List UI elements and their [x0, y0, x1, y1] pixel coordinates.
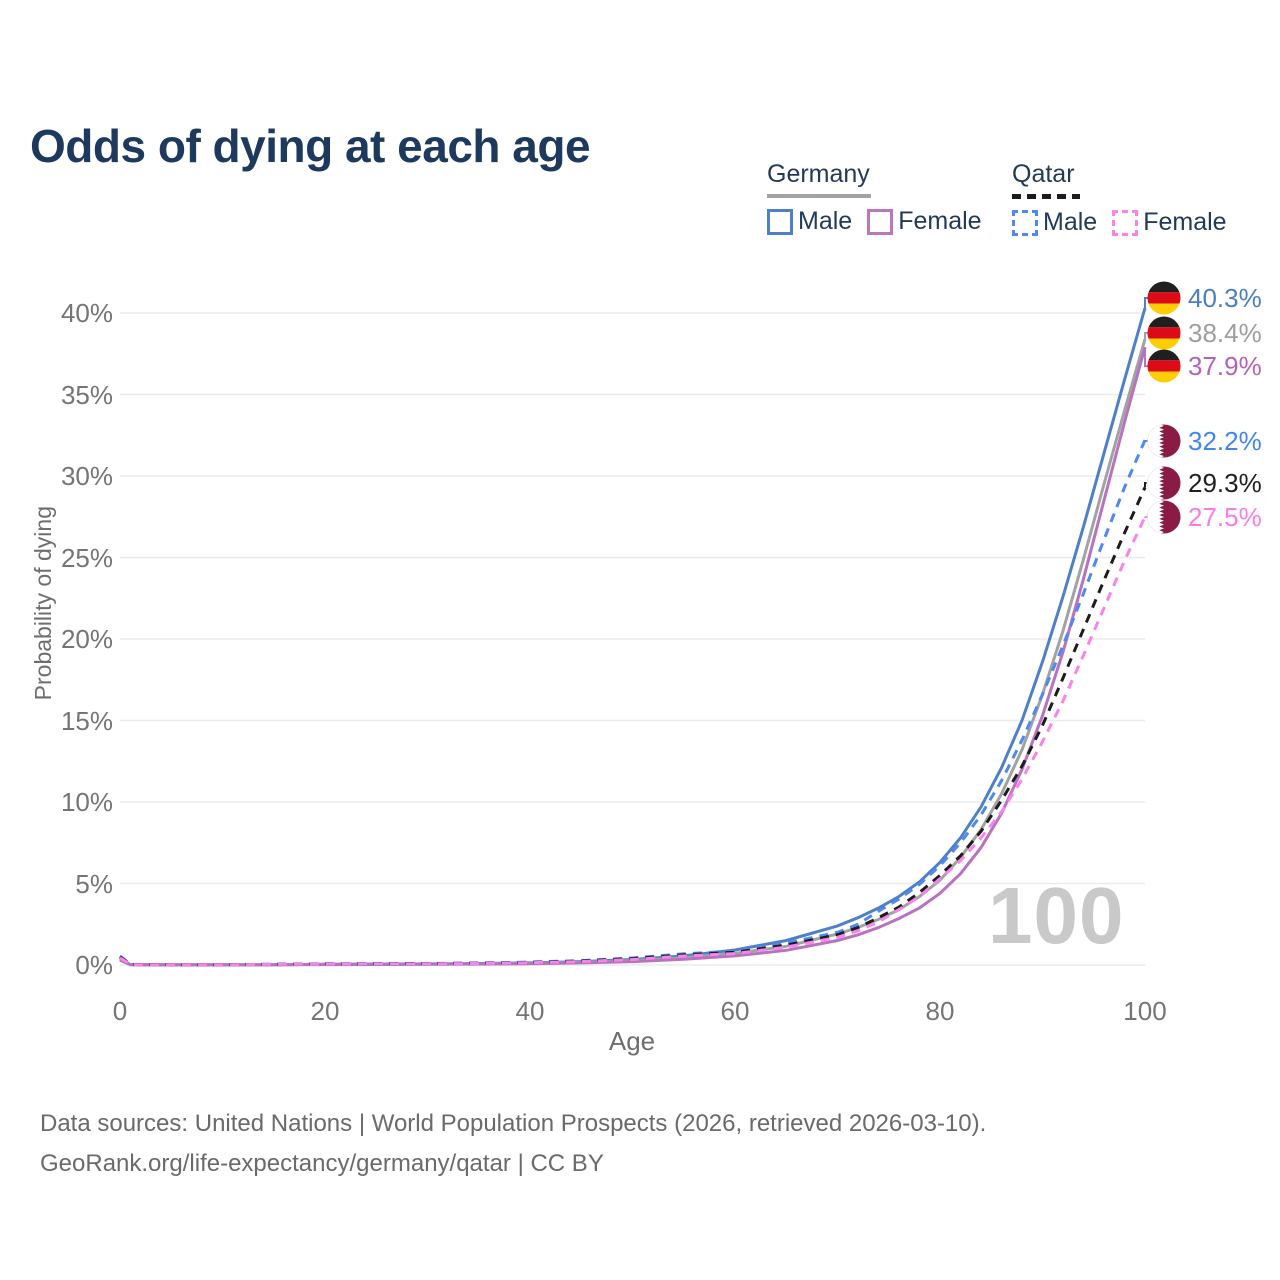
qatar-flag-icon [1147, 424, 1181, 458]
legend-item-germany-female[interactable]: Female [867, 207, 982, 236]
legend-item-label: Female [1143, 208, 1227, 236]
y-tick-label: 30% [60, 461, 113, 491]
qatar-female-swatch-icon [1112, 209, 1139, 236]
footer: Data sources: United Nations | World Pop… [40, 1104, 986, 1184]
x-axis-title: Age [608, 1026, 656, 1056]
germany-flag-icon [1147, 316, 1181, 350]
y-tick-label: 0% [75, 950, 113, 980]
legend-item-germany-male[interactable]: Male [767, 207, 852, 236]
germany-female-swatch-icon [867, 208, 894, 235]
end-label-value: 29.3% [1188, 467, 1262, 498]
legend-item-label: Female [898, 207, 982, 235]
legend-group-qatar: Qatar Male Female [1012, 160, 1227, 237]
end-label-qatar-female: 27.5% [1147, 500, 1262, 534]
y-tick-label: 25% [60, 542, 113, 573]
end-label-value: 27.5% [1188, 501, 1262, 532]
page-title: Odds of dying at each age [30, 119, 591, 172]
data-sources-text: Data sources: United Nations | World Pop… [40, 1110, 987, 1137]
qatar-dashed-line-swatch [1012, 194, 1080, 199]
qatar-flag-icon [1147, 500, 1181, 534]
germany-solid-line-swatch [767, 194, 871, 198]
germany-flag-icon [1147, 349, 1181, 383]
end-label-qatar-all: 29.3% [1147, 466, 1262, 500]
germany-male-swatch-icon [767, 208, 793, 235]
x-tick-label: 60 [720, 996, 750, 1026]
legend-group-germany: Germany Male Female [767, 160, 982, 236]
y-tick-label: 40% [60, 298, 113, 328]
y-tick-label: 15% [60, 705, 113, 736]
end-label-qatar-male: 32.2% [1147, 424, 1262, 458]
legend-item-qatar-female[interactable]: Female [1112, 208, 1227, 237]
x-tick-label: 100 [1123, 996, 1167, 1026]
end-label-connector-qatar-male [1144, 440, 1158, 442]
y-tick-label: 5% [75, 868, 113, 899]
qatar-male-swatch-icon [1012, 209, 1038, 236]
legend-item-label: Male [1043, 208, 1098, 236]
legend-group-title: Qatar [1012, 160, 1075, 188]
end-label-value: 40.3% [1188, 282, 1262, 313]
x-tick-label: 40 [515, 996, 545, 1026]
end-label-value: 32.2% [1188, 425, 1262, 456]
age-counter-watermark: 100 [988, 871, 1125, 960]
legend-group-title: Germany [767, 160, 870, 188]
end-label-germany-male: 40.3% [1147, 281, 1262, 315]
legend-item-qatar-male[interactable]: Male [1012, 208, 1097, 237]
attribution-link-text[interactable]: GeoRank.org/life-expectancy/germany/qata… [40, 1150, 604, 1177]
x-tick-label: 20 [310, 996, 340, 1026]
y-tick-label: 35% [60, 379, 113, 410]
germany-flag-icon [1147, 281, 1181, 315]
y-tick-label: 20% [60, 624, 113, 654]
y-axis-title: Probability of dying [30, 506, 56, 701]
x-tick-label: 0 [112, 996, 128, 1026]
qatar-flag-icon [1147, 466, 1181, 500]
x-tick-label: 80 [925, 996, 955, 1026]
series-line-germany-male [119, 307, 1147, 967]
series-line-qatar-female [119, 516, 1147, 967]
y-tick-label: 10% [60, 787, 113, 817]
end-label-value: 38.4% [1188, 317, 1262, 348]
legend-item-label: Male [798, 207, 853, 235]
end-label-germany-female: 37.9% [1147, 349, 1262, 383]
end-label-value: 37.9% [1188, 350, 1262, 381]
end-label-germany-all: 38.4% [1147, 316, 1262, 350]
